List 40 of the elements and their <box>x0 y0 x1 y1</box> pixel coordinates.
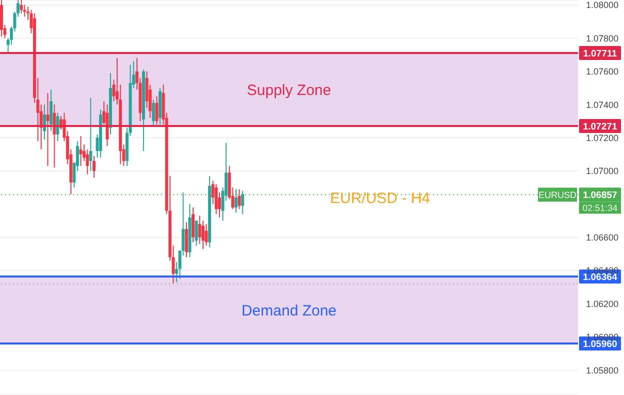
candlestick <box>155 96 158 125</box>
y-tick-label: 1.07000 <box>586 166 619 176</box>
annotation: EURUSD <box>538 190 577 200</box>
annotation: 02:51:34 <box>582 203 618 214</box>
candlestick <box>20 0 23 14</box>
candlestick <box>46 92 50 166</box>
text: EUR/USD - H4 <box>330 190 430 207</box>
y-tick-label: 1.07400 <box>586 100 619 110</box>
candlestick <box>241 190 244 215</box>
candlestick <box>86 148 89 175</box>
y-tick-label: 1.07800 <box>586 33 619 44</box>
ref-line-label: 1.06364 <box>582 272 618 283</box>
candlestick <box>23 4 26 18</box>
ref-line-label: 1.07711 <box>583 48 618 60</box>
y-tick-label: 1.07200 <box>586 132 619 143</box>
y-tick-label: 1.08000 <box>586 0 619 10</box>
candlestick <box>52 104 56 168</box>
candlestick <box>50 89 53 132</box>
candlestick <box>194 220 198 246</box>
y-tick-label: 1.07600 <box>586 66 619 77</box>
candlestick <box>92 156 96 178</box>
ref-line-label: 1.07271 <box>582 121 618 132</box>
band-label: Demand Zone <box>241 302 337 320</box>
candlestick <box>214 184 218 215</box>
ref-line-label: 1.06857 <box>582 190 618 202</box>
candlestick <box>89 97 92 172</box>
candlestick <box>204 224 208 246</box>
band-label: Supply Zone <box>246 82 332 99</box>
candlestick <box>152 99 155 127</box>
candlestick <box>56 112 60 142</box>
y-tick-label: 1.06200 <box>586 298 619 309</box>
ref-line-label: 1.05960 <box>582 339 618 350</box>
candlestick <box>201 220 204 250</box>
candlestick <box>192 206 195 243</box>
candlestick <box>238 188 241 210</box>
candlestick <box>79 136 82 166</box>
y-tick-label: 1.05800 <box>586 365 619 376</box>
candlestick <box>184 222 188 258</box>
candlestick <box>234 188 238 213</box>
y-tick-label: 1.06600 <box>586 232 619 243</box>
